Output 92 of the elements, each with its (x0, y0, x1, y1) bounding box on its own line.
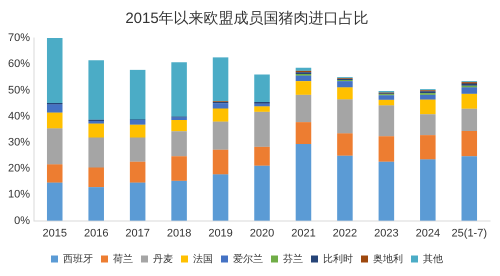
bar (462, 108, 478, 131)
bar (46, 112, 63, 128)
bar (212, 150, 228, 174)
bar (46, 38, 63, 104)
bar (420, 94, 436, 100)
bar (171, 120, 187, 132)
bar (254, 166, 270, 221)
bar (171, 180, 187, 221)
bar (378, 105, 394, 136)
bar (212, 174, 228, 221)
chart-title: 2015年以来欧盟成员国猪肉进口占比 (125, 10, 369, 28)
bar (296, 144, 312, 221)
bar (254, 74, 270, 102)
bar (296, 81, 312, 95)
x-tick-label: 2016 (84, 227, 108, 240)
bar (296, 94, 312, 122)
bar (462, 130, 478, 156)
bar (296, 122, 312, 144)
bar (296, 76, 312, 82)
bar (378, 136, 394, 162)
bar (46, 128, 63, 164)
y-tick-label: 70% (8, 32, 30, 44)
legend-label: 芬兰 (283, 252, 303, 265)
bar (378, 162, 394, 221)
x-tick-label: 2015 (42, 227, 67, 240)
bar (130, 182, 146, 221)
bar (171, 117, 187, 120)
bar (88, 60, 104, 120)
bar (420, 114, 436, 136)
bar (420, 159, 436, 221)
bar (254, 146, 270, 166)
bar (171, 62, 187, 117)
bar (337, 81, 353, 88)
x-tick-label: 2019 (208, 227, 233, 240)
x-tick-label: 2017 (125, 227, 150, 240)
bar (130, 70, 146, 120)
bar (337, 133, 353, 156)
bar (462, 83, 478, 86)
bar (171, 131, 187, 156)
bar (296, 68, 312, 71)
bar (212, 57, 228, 102)
x-tick-label: 2022 (332, 227, 358, 240)
x-tick-label: 2020 (250, 227, 274, 240)
x-tick-label: 2018 (166, 227, 192, 240)
legend-label: 荷兰 (113, 252, 133, 265)
bar (254, 104, 270, 106)
bar (337, 99, 353, 134)
bar (171, 156, 187, 181)
bar (462, 87, 478, 94)
bar (337, 87, 353, 100)
bar (130, 124, 146, 138)
x-tick-label: 2023 (374, 227, 399, 240)
legend-label: 其他 (423, 252, 443, 265)
bar (378, 95, 394, 100)
bar (130, 120, 146, 125)
bar (420, 135, 436, 160)
bar (46, 164, 63, 183)
x-tick-label: 2024 (416, 227, 440, 240)
bar (88, 168, 104, 188)
bar (88, 187, 104, 221)
y-tick-label: 30% (8, 136, 30, 148)
bar (212, 108, 228, 122)
legend-label: 丹麦 (153, 252, 173, 265)
y-tick-label: 60% (8, 58, 30, 70)
bar (212, 103, 228, 109)
legend-label: 奥地利 (373, 252, 403, 265)
y-tick-label: 20% (8, 162, 30, 175)
x-tick-label: 2021 (291, 227, 316, 240)
y-tick-label: 10% (8, 188, 30, 201)
bar (130, 137, 146, 162)
bar (462, 94, 478, 109)
y-tick-label: 0% (14, 214, 30, 227)
bar (337, 156, 353, 221)
legend-label: 法国 (193, 252, 213, 265)
bar (378, 100, 394, 106)
bar (462, 156, 478, 221)
bar (88, 124, 104, 138)
bar (254, 106, 270, 112)
bar (46, 182, 63, 221)
legend-label: 爱尔兰 (233, 252, 263, 265)
y-tick-label: 50% (8, 84, 30, 96)
bar (88, 121, 104, 124)
legend-label: 比利时 (323, 252, 353, 265)
y-tick-label: 40% (8, 110, 30, 122)
bar (212, 122, 228, 150)
bar (130, 162, 146, 183)
bar (420, 100, 436, 114)
legend-label: 西班牙 (63, 252, 93, 265)
bar (88, 137, 104, 168)
x-tick-label: 25(1-7) (452, 227, 488, 240)
bar (254, 112, 270, 147)
bar (46, 104, 63, 113)
